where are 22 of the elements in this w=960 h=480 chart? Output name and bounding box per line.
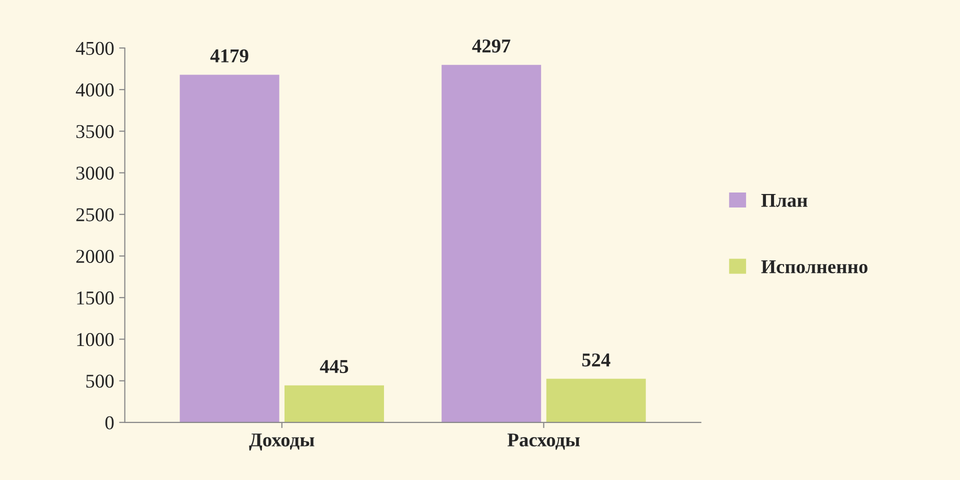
y-tick-label: 4500 xyxy=(76,42,114,55)
y-tick-label: 3500 xyxy=(76,125,114,138)
legend-label: Исполненно xyxy=(761,260,868,274)
legend-label: План xyxy=(761,194,808,207)
x-tick-label: Доходы xyxy=(249,434,314,450)
y-tick-label: 0 xyxy=(105,416,114,430)
bar xyxy=(180,74,280,422)
data-label: 524 xyxy=(582,353,610,367)
y-tick-label: 2000 xyxy=(76,250,114,263)
y-tick-label: 4000 xyxy=(76,83,114,97)
bar xyxy=(284,385,384,422)
data-label: 445 xyxy=(320,360,348,374)
y-tick-label: 2500 xyxy=(76,208,114,222)
data-label: 4297 xyxy=(472,40,510,53)
x-tick-label: Расходы xyxy=(507,434,580,450)
data-label: 4179 xyxy=(210,49,248,62)
bar xyxy=(442,64,542,422)
y-tick-label: 500 xyxy=(86,374,114,388)
y-tick-label: 3000 xyxy=(76,166,114,180)
y-tick-label: 1000 xyxy=(77,333,114,346)
bar xyxy=(546,378,646,422)
y-tick-label: 1500 xyxy=(77,291,114,305)
